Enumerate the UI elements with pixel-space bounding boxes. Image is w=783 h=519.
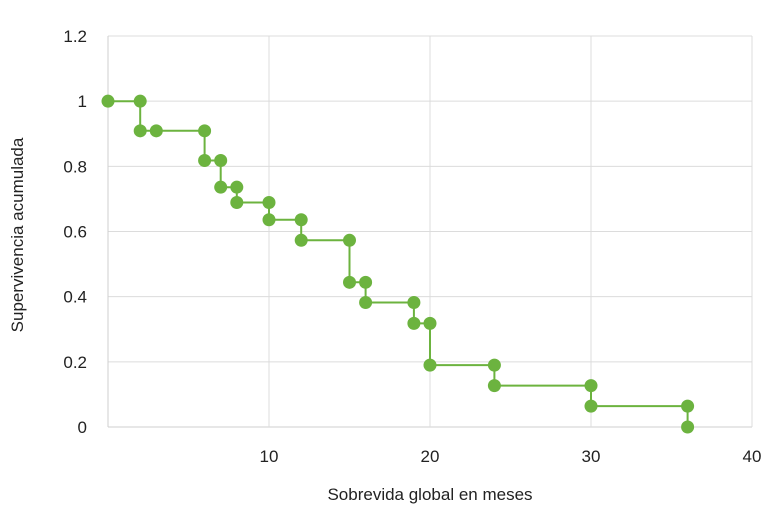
survival-marker [133, 124, 147, 138]
y-tick-label: 0.4 [63, 288, 87, 307]
x-tick-label: 30 [582, 447, 601, 466]
survival-marker [407, 296, 421, 310]
survival-step-line [108, 100, 689, 427]
y-tick-labels: 0 0.2 0.4 0.6 0.8 1 1.2 [63, 27, 87, 437]
x-tick-label: 20 [421, 447, 440, 466]
survival-marker [407, 316, 421, 330]
survival-marker [149, 124, 163, 138]
x-tick-labels: 10 20 30 40 [260, 447, 762, 466]
series-group [101, 94, 695, 434]
survival-marker [359, 296, 373, 310]
survival-marker [294, 233, 308, 247]
survival-marker [359, 275, 373, 289]
survival-marker [487, 379, 501, 393]
survival-marker [230, 180, 244, 194]
survival-marker [133, 94, 147, 108]
survival-marker [343, 275, 356, 289]
survival-marker [294, 213, 308, 227]
y-tick-label: 0 [78, 418, 87, 437]
survival-marker [262, 196, 276, 210]
survival-marker [681, 399, 695, 413]
survival-marker [343, 233, 356, 247]
y-tick-label: 1.2 [63, 27, 87, 46]
survival-marker [214, 180, 228, 194]
y-tick-label: 0.6 [63, 223, 87, 242]
survival-marker [487, 358, 501, 372]
survival-marker [423, 316, 437, 330]
y-tick-label: 0.8 [63, 157, 87, 176]
y-tick-label: 1 [78, 92, 87, 111]
x-tick-label: 40 [743, 447, 762, 466]
x-axis-title: Sobrevida global en meses [327, 485, 532, 504]
survival-marker [262, 213, 276, 227]
survival-marker [198, 153, 212, 167]
y-tick-label: 0.2 [63, 353, 87, 372]
y-axis-title: Supervivencia acumulada [8, 137, 27, 332]
survival-marker [214, 153, 228, 167]
survival-marker [681, 420, 695, 434]
survival-marker [584, 379, 598, 393]
survival-marker [101, 94, 115, 108]
grid [107, 35, 753, 428]
survival-marker [198, 124, 212, 138]
survival-marker [423, 358, 437, 372]
x-tick-label: 10 [260, 447, 279, 466]
survival-marker [230, 196, 244, 210]
survival-marker [584, 399, 598, 413]
